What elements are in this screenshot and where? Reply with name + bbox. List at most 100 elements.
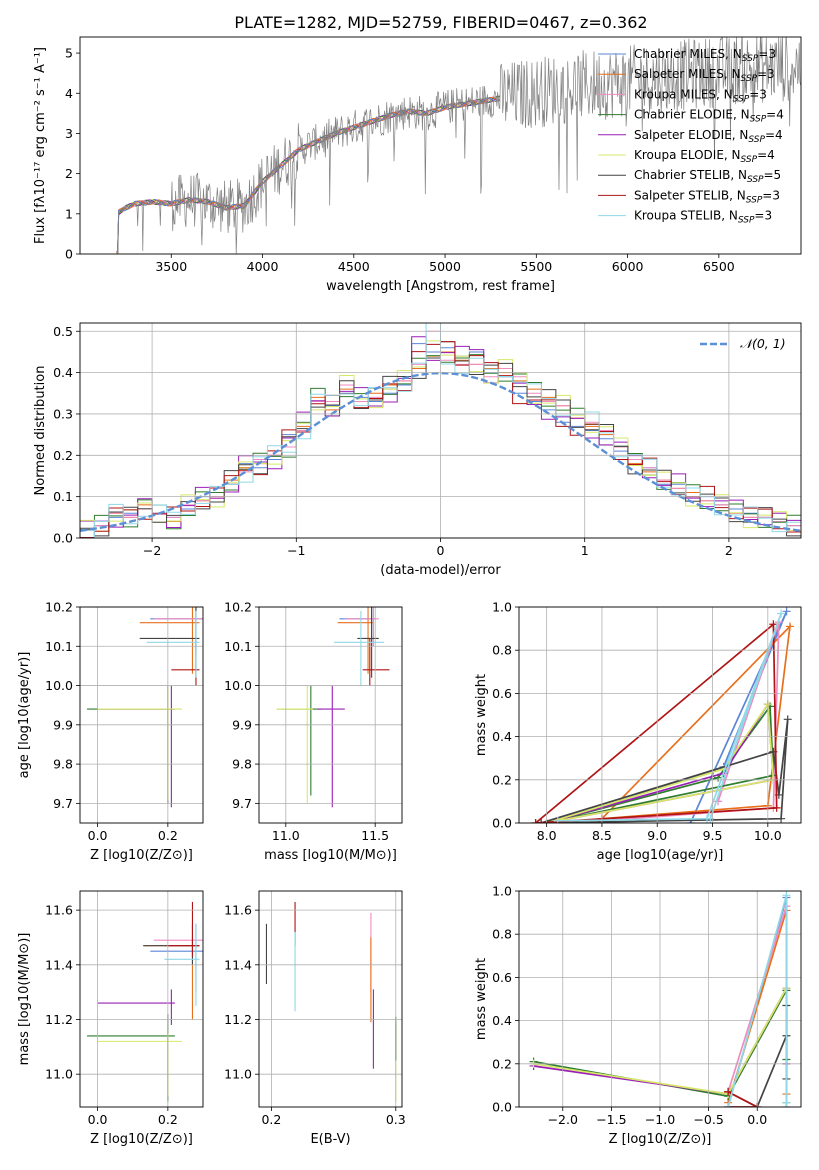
y-tick-label: 1.0 xyxy=(492,600,512,615)
axes-frame xyxy=(79,322,802,539)
mass-weight-marker xyxy=(537,819,546,823)
plot-area xyxy=(87,607,203,808)
model-spectrum-line xyxy=(116,95,500,254)
model-spectrum-line xyxy=(116,96,501,254)
panel-2: −2 −1 0 1 2 0.0 0.1 0.2 0.3 0.4 0.5 (data-model)/er… xyxy=(33,322,802,578)
y-tick-label: 0.5 xyxy=(53,324,73,339)
mass-weight-marker xyxy=(785,622,794,631)
panel-5: 8.0 8.5 9.0 9.5 10.0 0.0 0.2 0.4 0.6 0.8 1.0 age [l… xyxy=(474,600,802,863)
x-tick-label: 0.2 xyxy=(158,1112,178,1127)
y-tick-label: 0.8 xyxy=(492,643,512,658)
y-tick-label: 11.0 xyxy=(45,1067,73,1082)
y-tick-label: 0.6 xyxy=(492,686,512,701)
errorbar-point xyxy=(97,989,175,1025)
legend-entry: Salpeter STELIB, NSSP=3 xyxy=(634,188,780,205)
y-axis-label: mass weight xyxy=(474,674,489,756)
mass-weight-marker xyxy=(782,607,791,616)
legend-entry: Salpeter MILES, NSSP=3 xyxy=(634,67,775,84)
y-tick-label: 10.1 xyxy=(45,639,73,654)
errorbar-point xyxy=(97,685,182,800)
model-spectrum-line xyxy=(116,96,500,254)
errorbar-point xyxy=(317,685,345,808)
y-axis-label: age [log10(age/yr)] xyxy=(17,652,32,779)
plot-area xyxy=(276,607,390,808)
errorbar-point xyxy=(97,1033,182,1097)
mass-weight-marker xyxy=(782,1098,791,1107)
x-axis-label: Z [log10(Z/Z⊙)] xyxy=(609,1132,712,1147)
model-spectrum-line xyxy=(116,95,500,254)
mass-weight-line xyxy=(557,613,782,822)
mass-weight-marker xyxy=(531,819,540,823)
mass-weight-marker xyxy=(706,814,715,823)
x-tick-label: 0.0 xyxy=(88,1112,108,1127)
axes-frame xyxy=(258,606,403,824)
legend-entry: Kroupa MILES, NSSP=3 xyxy=(634,87,767,104)
mass-weight-line xyxy=(601,624,792,820)
legend-entry: Chabrier MILES, NSSP=3 xyxy=(634,47,776,64)
plot-area xyxy=(531,607,794,823)
x-axis-label: Z [log10(Z/Z⊙)] xyxy=(90,848,193,863)
axes-frame xyxy=(79,606,204,824)
y-tick-label: 10.0 xyxy=(45,678,73,693)
y-axis-label: mass weight xyxy=(474,958,489,1040)
model-spectrum-line xyxy=(116,97,501,253)
mass-weight-line xyxy=(546,701,775,823)
x-tick-label: 0.2 xyxy=(261,1112,281,1127)
mass-weight-line xyxy=(601,621,780,822)
y-tick-label: 0.8 xyxy=(492,927,512,942)
mass-weight-marker xyxy=(724,1103,733,1107)
gaussian-legend: 𝒩(0, 1) xyxy=(700,336,786,351)
errorbar-point xyxy=(337,607,374,674)
x-axis-label: E(B-V) xyxy=(310,1132,350,1147)
x-tick-label: 10.0 xyxy=(754,828,782,843)
mass-weight-marker xyxy=(724,1087,733,1096)
x-tick-label: −2.0 xyxy=(548,1112,578,1127)
errorbar-point xyxy=(167,901,200,957)
y-tick-label: 11.6 xyxy=(224,903,252,918)
y-tick-label: 0.0 xyxy=(53,531,73,546)
mass-weight-marker xyxy=(777,609,786,618)
x-tick-label: −0.5 xyxy=(693,1112,723,1127)
x-tick-label: 6500 xyxy=(703,259,735,274)
mass-weight-marker xyxy=(772,803,781,812)
x-tick-label: −2 xyxy=(143,543,161,558)
y-tick-label: 11.2 xyxy=(45,1012,73,1027)
model-spectrum-line xyxy=(116,96,501,254)
y-tick-label: 11.2 xyxy=(224,1012,252,1027)
x-tick-label: 6000 xyxy=(612,259,644,274)
y-tick-label: 9.9 xyxy=(53,717,73,732)
errorbar-point xyxy=(276,685,313,804)
x-axis-label: age [log10(age/yr)] xyxy=(597,848,724,863)
mass-weight-line xyxy=(546,703,775,823)
y-tick-label: 9.8 xyxy=(232,757,252,772)
y-tick-label: 0.4 xyxy=(492,729,512,744)
y-tick-label: 10.1 xyxy=(224,639,252,654)
axes-frame xyxy=(258,890,403,1108)
y-tick-label: 0 xyxy=(65,247,73,262)
y-tick-label: 2 xyxy=(65,166,73,181)
y-tick-label: 0.0 xyxy=(492,1100,512,1115)
x-tick-label: −1.0 xyxy=(645,1112,675,1127)
panel-4: 11.0 11.5 9.7 9.8 9.9 10.0 10.1 10.2 mass [log10… xyxy=(224,600,403,863)
y-tick-label: 11.4 xyxy=(45,957,73,972)
x-tick-label: 0.0 xyxy=(747,1112,767,1127)
mass-weight-marker xyxy=(553,816,562,823)
y-tick-label: 0.2 xyxy=(53,448,73,463)
y-tick-label: 10.2 xyxy=(224,600,252,615)
legend-entry: Kroupa ELODIE, NSSP=4 xyxy=(634,148,775,165)
observed-spectrum-line xyxy=(116,37,801,254)
figure-title: PLATE=1282, MJD=52759, FIBERID=0467, z=0… xyxy=(234,13,647,32)
legend-entry: Chabrier STELIB, NSSP=5 xyxy=(634,168,781,185)
x-tick-label: 11.5 xyxy=(361,828,389,843)
x-tick-label: 0.0 xyxy=(88,828,108,843)
legend-entry: Kroupa STELIB, NSSP=3 xyxy=(634,209,772,226)
x-tick-label: 4000 xyxy=(247,259,279,274)
x-tick-label: 4500 xyxy=(338,259,370,274)
panel-3: 0.0 0.2 9.7 9.8 9.9 10.0 10.1 10.2 Z [log10(Z/Z⊙… xyxy=(17,600,204,863)
x-tick-label: 9.0 xyxy=(647,828,667,843)
x-tick-label: 5500 xyxy=(520,259,552,274)
x-tick-label: 1 xyxy=(581,543,589,558)
x-tick-label: −1 xyxy=(287,543,305,558)
y-tick-label: 5 xyxy=(65,46,73,61)
x-axis-label: Z [log10(Z/Z⊙)] xyxy=(90,1132,193,1147)
